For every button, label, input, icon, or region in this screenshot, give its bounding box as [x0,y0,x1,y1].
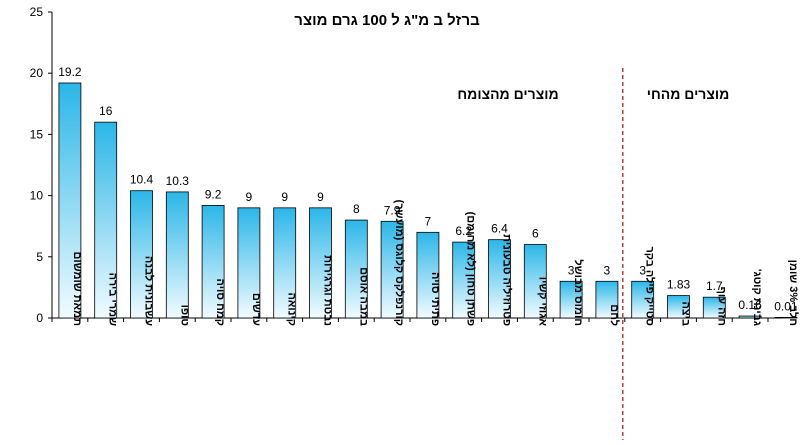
category-label: סטייק פילה בקר [644,246,657,326]
category-label: נבטת וגרגירות [322,255,334,326]
bar [58,82,82,319]
chart-title: ברזל ב מ"ג ל 100 גרם מוצר [294,12,480,29]
value-label: 0.16 [738,298,762,312]
value-label: 9.2 [205,187,222,201]
value-label: 10.3 [166,174,190,188]
bar [702,296,726,319]
value-label: 6.2 [455,224,472,238]
category-label: לחם [608,304,621,326]
bar [631,280,655,319]
bar [201,204,225,319]
y-tick-label: 10 [30,189,44,203]
category-label: חזה עוף [715,286,727,326]
value-label: 3 [568,263,575,277]
bar [344,219,368,319]
category-label: תמאת שומשום [71,252,83,327]
bar [237,207,261,319]
category-label: אגוזי קשיו [536,277,548,327]
labels-group: 19.2 תמאת שומשום 16 שמרי בירה 10.4 עשבונית לב… [58,65,800,326]
bars-group [58,82,798,319]
category-label: פשתן טחון (לא מחומם) [465,212,478,326]
y-tick-label: 25 [30,5,44,19]
bar [380,220,404,319]
value-label: 1.83 [667,278,691,292]
value-label: 3 [639,263,646,277]
bar [667,295,690,319]
bar [165,191,189,319]
bar [774,316,798,319]
bar [738,315,762,319]
value-label: 7 [425,214,432,228]
value-label: 0.01 [774,299,798,313]
y-tick-label: 5 [36,250,43,264]
bar [416,231,440,319]
bar [452,241,476,319]
category-label: במבה אוסם [357,267,369,326]
category-label: קורנפלקס קלוגס (מועשר) [393,200,406,326]
bar [273,207,297,319]
category-label: ביצה [680,302,692,327]
bar [130,190,153,319]
category-label: עשבונית לבנה [143,256,156,326]
category-label: קינואה [286,292,298,326]
category-label: פתיתי סויה [429,272,441,326]
category-label: חומוס מבושל [572,259,585,326]
bar [94,121,118,319]
value-label: 19.2 [58,65,82,79]
value-label: 7.9 [384,203,401,217]
value-label: 9 [317,190,324,204]
y-tick-label: 15 [30,127,44,141]
category-label: שמרי בירה [107,273,119,327]
y-tick-label: 20 [30,66,44,80]
category-label: גבינת קוטג' [751,269,763,326]
bar [523,244,547,319]
value-label: 16 [99,104,113,118]
value-label: 10.4 [130,173,154,187]
bar [309,207,332,319]
bar [488,239,511,319]
section-label-animals: מוצרים מהחי [647,86,730,102]
bar [559,280,583,319]
value-label: 3 [604,263,611,277]
category-label: חלב 3% שומן [787,260,800,326]
category-label: טופו [178,305,190,326]
category-label: עדשים [250,293,262,326]
category-label: קמח סויה [214,279,226,326]
y-tick-label: 0 [36,311,43,325]
category-label: פטרוזיליה טבעונית [501,234,514,326]
value-label: 1.7 [706,279,723,293]
value-label: 6.4 [491,222,508,236]
section-label-plants: מוצרים מהצומח [457,86,558,102]
value-label: 9 [281,190,288,204]
value-label: 9 [246,190,253,204]
bar [595,280,619,319]
value-label: 8 [353,202,360,216]
value-label: 6 [532,227,539,241]
